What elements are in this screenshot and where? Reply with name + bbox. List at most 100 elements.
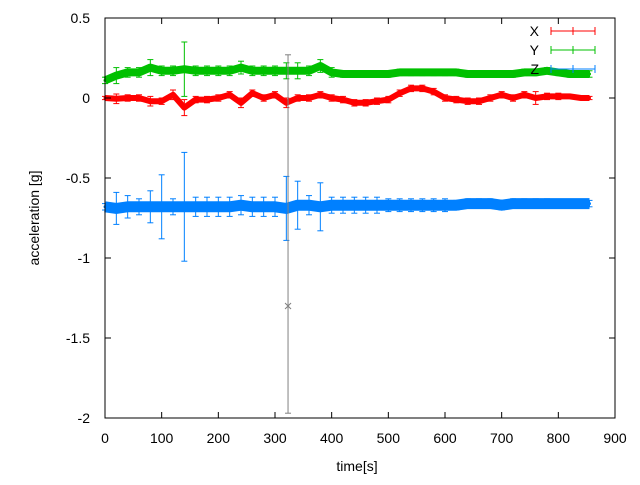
data-point (568, 94, 572, 98)
data-point (477, 72, 481, 76)
data-point (352, 72, 356, 76)
data-point (250, 205, 254, 209)
data-point (488, 72, 492, 76)
data-point (500, 203, 504, 207)
data-point (466, 99, 470, 103)
data-point (239, 66, 243, 70)
data-point (488, 96, 492, 100)
y-tick-label: 0.5 (71, 10, 91, 26)
data-point (432, 90, 436, 94)
series-band (104, 85, 590, 111)
data-point (522, 202, 526, 206)
data-point (330, 96, 334, 100)
data-point (432, 70, 436, 74)
data-point (488, 202, 492, 206)
x-tick-label: 200 (207, 430, 231, 446)
data-point (216, 96, 220, 100)
y-tick-label: -1.5 (66, 330, 90, 346)
data-point (160, 205, 164, 209)
data-point (330, 70, 334, 74)
data-point (409, 70, 413, 74)
data-point (171, 205, 175, 209)
data-point (273, 205, 277, 209)
x-tick-label: 600 (433, 430, 457, 446)
data-point (386, 98, 390, 102)
x-tick-label: 700 (490, 430, 514, 446)
data-point (477, 202, 481, 206)
data-point (194, 205, 198, 209)
data-point (137, 70, 141, 74)
data-point (398, 70, 402, 74)
legend-label: X (530, 23, 540, 39)
data-point (454, 98, 458, 102)
data-point (160, 69, 164, 73)
legend-label: Z (530, 61, 539, 77)
data-point (545, 202, 549, 206)
data-point (409, 203, 413, 207)
outlier-point (284, 302, 292, 310)
series-y (102, 41, 593, 97)
data-point (579, 72, 583, 76)
data-point (341, 98, 345, 102)
data-point (375, 99, 379, 103)
data-point (171, 93, 175, 97)
data-point (114, 97, 118, 101)
data-point (262, 69, 266, 73)
data-point (126, 70, 130, 74)
x-tick-label: 100 (150, 430, 174, 446)
x-tick-label: 0 (101, 430, 109, 446)
data-point (262, 205, 266, 209)
data-point (284, 206, 288, 210)
data-point (466, 202, 470, 206)
data-point (318, 205, 322, 209)
data-point (454, 203, 458, 207)
data-point (216, 205, 220, 209)
data-point (568, 72, 572, 76)
data-point (307, 69, 311, 73)
data-point (409, 86, 413, 90)
data-point (205, 205, 209, 209)
x-tick-label: 900 (603, 430, 627, 446)
data-point (341, 203, 345, 207)
data-point (511, 96, 515, 100)
data-point (556, 94, 560, 98)
data-point (239, 101, 243, 105)
data-point (511, 72, 515, 76)
data-point (137, 96, 141, 100)
data-point (330, 203, 334, 207)
data-point (534, 70, 538, 74)
data-point (296, 203, 300, 207)
x-tick-label: 500 (377, 430, 401, 446)
data-point (375, 203, 379, 207)
data-point (160, 99, 164, 103)
data-point (588, 72, 591, 76)
x-tick-label: 400 (320, 430, 344, 446)
data-point (352, 203, 356, 207)
data-point (228, 205, 232, 209)
data-point (250, 91, 254, 95)
data-point (477, 99, 481, 103)
data-point (284, 69, 288, 73)
axis-ticks: 0 100 200 300 400 500 600 700 800 900 0.5 0 -0.5 -1 -1… (66, 10, 627, 446)
data-point (398, 91, 402, 95)
data-point (466, 72, 470, 76)
data-point (273, 69, 277, 73)
data-point (148, 66, 152, 70)
data-point (114, 74, 118, 78)
data-point (522, 70, 526, 74)
data-point (556, 70, 560, 74)
data-point (500, 93, 504, 97)
data-point (386, 203, 390, 207)
data-point (443, 70, 447, 74)
data-point (126, 205, 130, 209)
data-point (364, 101, 368, 105)
legend: XYZ (530, 23, 596, 77)
data-point (443, 203, 447, 207)
data-point (534, 96, 538, 100)
data-point (182, 67, 186, 71)
data-point (443, 96, 447, 100)
legend-label: Y (530, 42, 540, 58)
data-point (375, 72, 379, 76)
data-point (420, 86, 424, 90)
y-axis-label: acceleration [g] (26, 171, 42, 266)
